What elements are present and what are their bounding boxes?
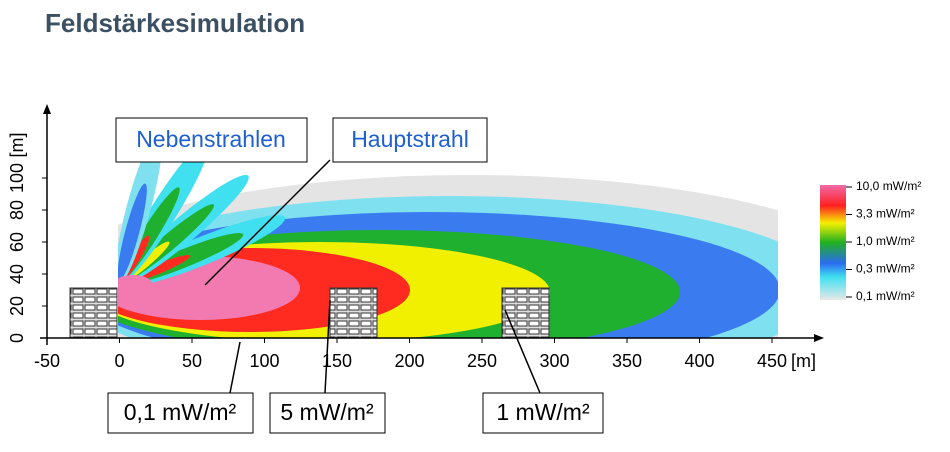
x-tick-label: 350	[612, 351, 642, 371]
x-tick-label: 250	[467, 351, 497, 371]
title: Feldstärkesimulation	[45, 8, 305, 38]
callout-box	[332, 117, 488, 163]
y-tick-label: 60	[7, 232, 27, 252]
legend-label: 1,0 mW/m²	[856, 234, 915, 248]
callout: Nebenstrahlen	[136, 126, 286, 152]
x-axis-label: [m]	[791, 351, 816, 371]
y-arrow	[43, 104, 51, 114]
color-scale	[820, 185, 846, 300]
x-tick-label: 0	[114, 351, 124, 371]
x-tick-label: -50	[34, 351, 60, 371]
callout-box	[482, 392, 604, 434]
y-tick-label: 100	[7, 163, 27, 193]
callout-box	[115, 117, 308, 163]
legend-label: 3,3 mW/m²	[856, 207, 915, 221]
callout: 0,1 mW/m²	[124, 399, 237, 425]
legend-label: 10,0 mW/m²	[856, 179, 921, 193]
building	[329, 287, 378, 339]
legend-label: 0,3 mW/m²	[856, 262, 915, 276]
x-tick-label: 50	[182, 351, 202, 371]
x-tick-label: 400	[684, 351, 714, 371]
x-tick-label: 300	[539, 351, 569, 371]
x-arrow	[814, 334, 824, 342]
callout: Hauptstrahl	[351, 126, 469, 152]
callout-box	[107, 392, 254, 434]
building	[69, 287, 118, 339]
x-tick-label: 450	[757, 351, 787, 371]
callout-box	[269, 392, 386, 434]
y-tick-label: 40	[7, 264, 27, 284]
x-tick-label: 100	[249, 351, 279, 371]
y-tick-label: 0	[7, 333, 27, 343]
building	[501, 287, 550, 339]
y-tick-label: 80	[7, 200, 27, 220]
x-tick-label: 150	[322, 351, 352, 371]
callout: 5 mW/m²	[280, 399, 374, 425]
pointers	[204, 159, 541, 394]
x-tick-label: 200	[394, 351, 424, 371]
y-tick-label: 20	[7, 296, 27, 316]
field-plot	[118, 130, 778, 338]
y-axis-label: [m]	[7, 133, 27, 158]
callout: 1 mW/m²	[496, 399, 590, 425]
legend-label: 0,1 mW/m²	[856, 289, 915, 303]
